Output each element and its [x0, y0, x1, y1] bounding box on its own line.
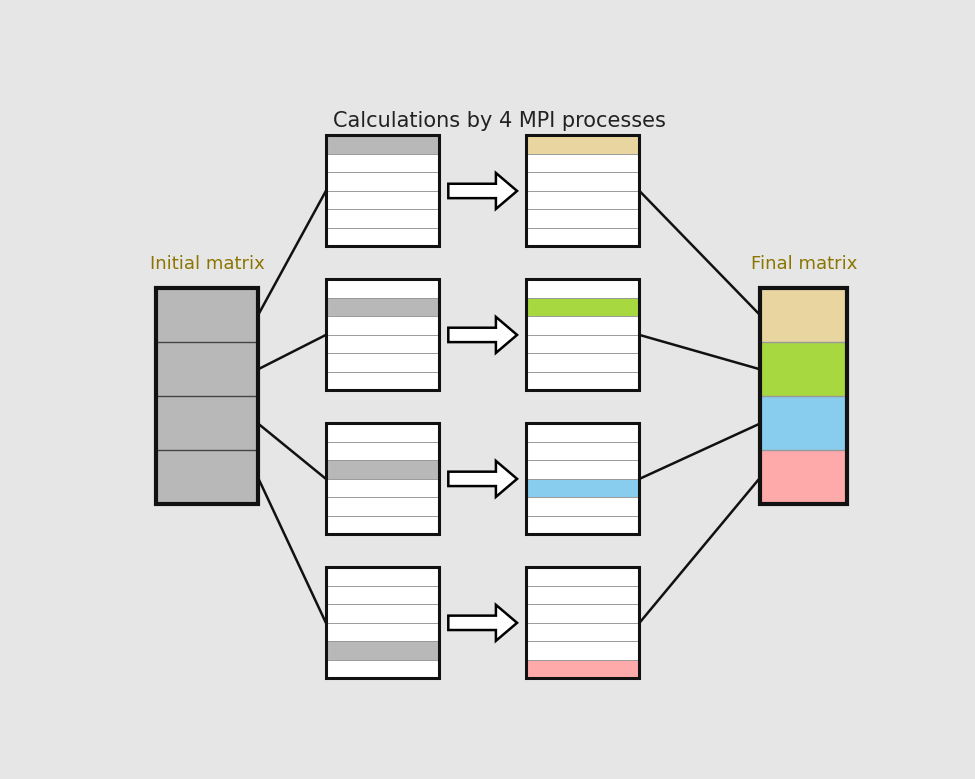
Bar [326, 567, 439, 679]
Bar [326, 210, 439, 228]
Bar [526, 605, 640, 623]
Bar [156, 450, 258, 504]
Bar [760, 288, 847, 343]
Bar [326, 424, 439, 442]
Bar [760, 343, 847, 397]
Bar [526, 424, 640, 534]
Bar [156, 288, 258, 343]
Bar [326, 567, 439, 586]
Bar [326, 660, 439, 679]
Bar [526, 136, 640, 154]
FancyArrow shape [448, 317, 517, 353]
Bar [326, 298, 439, 316]
Bar [326, 316, 439, 335]
Bar [526, 497, 640, 516]
Bar [760, 397, 847, 450]
Bar [526, 172, 640, 191]
Bar [326, 497, 439, 516]
Bar [526, 442, 640, 460]
Bar [526, 516, 640, 534]
Bar [156, 397, 258, 450]
Bar [326, 424, 439, 534]
Bar [326, 335, 439, 354]
Bar [526, 280, 640, 298]
Bar [326, 280, 439, 390]
Bar [326, 354, 439, 372]
Bar [326, 479, 439, 497]
Bar [526, 479, 640, 497]
Bar [326, 460, 439, 479]
Bar [760, 288, 847, 504]
FancyArrow shape [448, 173, 517, 209]
Bar [326, 154, 439, 172]
Bar [526, 228, 640, 246]
Bar [526, 641, 640, 660]
Bar [526, 316, 640, 335]
Text: Final matrix: Final matrix [751, 256, 857, 273]
Bar [526, 136, 640, 246]
Bar [326, 586, 439, 605]
Bar [156, 343, 258, 397]
Text: Initial matrix: Initial matrix [149, 256, 264, 273]
Bar [526, 210, 640, 228]
Bar [326, 172, 439, 191]
Text: Calculations by 4 MPI processes: Calculations by 4 MPI processes [333, 111, 666, 132]
Bar [326, 641, 439, 660]
Bar [326, 623, 439, 641]
Bar [526, 660, 640, 679]
Bar [326, 191, 439, 210]
Bar [526, 372, 640, 390]
Bar [326, 136, 439, 154]
Bar [526, 424, 640, 442]
Bar [526, 586, 640, 605]
Bar [526, 567, 640, 679]
Bar [326, 228, 439, 246]
Bar [526, 154, 640, 172]
Bar [326, 605, 439, 623]
Bar [326, 280, 439, 298]
Bar [526, 567, 640, 586]
Bar [760, 450, 847, 504]
Bar [526, 354, 640, 372]
FancyArrow shape [448, 461, 517, 497]
Bar [526, 460, 640, 479]
FancyArrow shape [448, 605, 517, 641]
Bar [526, 298, 640, 316]
Bar [326, 516, 439, 534]
Bar [526, 335, 640, 354]
Bar [526, 280, 640, 390]
Bar [326, 442, 439, 460]
Bar [326, 136, 439, 246]
Bar [326, 372, 439, 390]
Bar [526, 623, 640, 641]
Bar [526, 191, 640, 210]
Bar [156, 288, 258, 504]
